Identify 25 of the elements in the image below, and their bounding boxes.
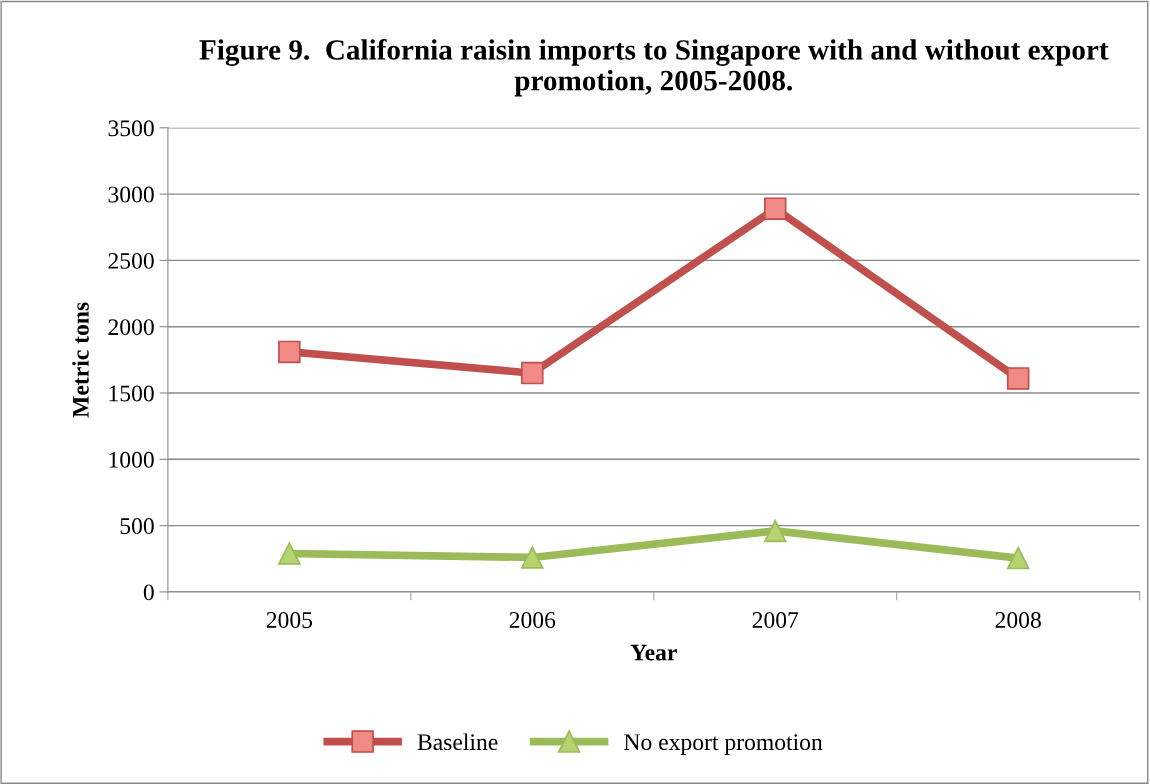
point xyxy=(278,340,301,364)
y-tick-label: 1000 xyxy=(109,451,154,468)
point xyxy=(1006,546,1030,570)
x-tick-label: 2008 xyxy=(995,612,1041,628)
y-tick-label: 1500 xyxy=(109,385,154,402)
point xyxy=(763,519,787,543)
y-tick-label: 500 xyxy=(120,518,154,535)
y-tick-label: 3500 xyxy=(108,120,154,137)
x-tick-label: 2005 xyxy=(266,612,313,628)
legend-label: No export promotion xyxy=(624,734,823,755)
point xyxy=(521,361,544,385)
point xyxy=(278,542,301,565)
y-tick-label: 3000 xyxy=(108,186,154,203)
y-tick-label: 2000 xyxy=(108,319,154,336)
x-tick-label: 2007 xyxy=(752,612,799,628)
point xyxy=(521,546,544,569)
point xyxy=(763,197,787,220)
y-tick-label: 0 xyxy=(143,584,154,601)
y-axis-title: Metric tons xyxy=(72,302,89,418)
x-tick-label: 2006 xyxy=(509,612,556,628)
chart-title: Figure 9. California raisin imports to Singapore with and without export promotion, 2005-2008. xyxy=(199,38,1109,97)
legend-label: Baseline xyxy=(417,733,498,751)
y-tick-label: 2500 xyxy=(108,252,154,269)
point xyxy=(1006,367,1030,390)
x-axis-title: Year xyxy=(630,644,677,661)
